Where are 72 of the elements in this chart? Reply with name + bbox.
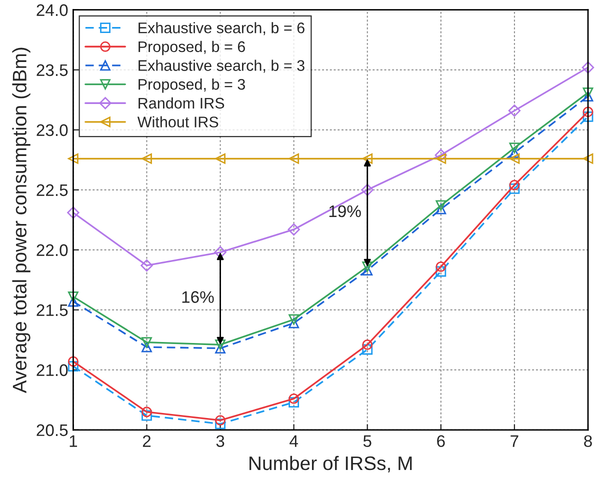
y-tick-label: 22.0	[36, 244, 68, 256]
y-tick-label: 21.5	[36, 304, 68, 316]
annotation: 19%	[329, 205, 361, 218]
point	[68, 153, 78, 164]
point	[215, 339, 226, 350]
point	[288, 153, 300, 164]
point	[509, 153, 520, 164]
point	[362, 265, 373, 276]
point	[288, 223, 300, 236]
point	[436, 200, 446, 211]
point	[509, 180, 520, 190]
point	[142, 337, 152, 348]
point	[582, 111, 594, 122]
y-tick-label: 23.0	[36, 124, 68, 136]
point	[582, 153, 594, 164]
point	[582, 91, 594, 102]
point	[361, 184, 374, 196]
point	[582, 87, 594, 98]
point	[436, 153, 446, 164]
point	[215, 415, 226, 426]
point	[434, 148, 448, 162]
x-tick-label: 4	[290, 435, 298, 447]
point	[509, 142, 520, 154]
legend-label: Random IRS	[138, 97, 224, 109]
x-tick-label: 6	[437, 435, 445, 447]
y-axis-title: Average total power consumption (dBm)	[12, 48, 30, 394]
point	[142, 342, 152, 352]
point	[142, 153, 152, 164]
x-axis-title: Number of IRSs, M	[250, 456, 412, 472]
point	[288, 397, 300, 408]
y-tick-label: 20.5	[36, 424, 68, 436]
legend-label: Exhaustive search, b = 6	[138, 22, 304, 36]
point	[362, 153, 373, 164]
point	[436, 266, 446, 277]
x-tick-label: 8	[584, 435, 592, 447]
point	[362, 261, 373, 272]
point	[582, 106, 594, 118]
annotation: 16%	[182, 291, 214, 303]
x-tick-label: 7	[510, 435, 518, 447]
point	[288, 318, 300, 328]
point	[140, 259, 153, 272]
point	[362, 339, 373, 350]
point	[215, 418, 226, 430]
x-tick-label: 5	[363, 435, 372, 447]
y-tick-label: 22.5	[36, 184, 68, 196]
point	[288, 393, 300, 404]
point	[436, 261, 446, 272]
point	[68, 356, 78, 367]
point	[582, 61, 594, 74]
legend-label: Exhaustive search, b = 3	[138, 60, 304, 73]
point	[142, 410, 152, 421]
point	[215, 153, 226, 164]
point	[68, 361, 78, 372]
y-tick-label: 21.0	[36, 364, 68, 376]
point	[142, 406, 152, 418]
x-tick-label: 3	[216, 435, 224, 447]
point	[67, 206, 80, 219]
point	[215, 343, 226, 354]
point	[509, 147, 520, 158]
point	[288, 314, 300, 325]
x-tick-label: 2	[142, 435, 151, 447]
x-tick-label: 1	[70, 435, 78, 447]
y-tick-label: 23.5	[36, 64, 68, 76]
point	[68, 291, 78, 302]
y-tick-label: 24.0	[36, 4, 68, 16]
point	[509, 183, 520, 194]
legend-label: Proposed, b = 6	[138, 40, 245, 56]
point	[436, 204, 446, 214]
legend-label: Proposed, b = 3	[138, 78, 245, 93]
point	[508, 104, 521, 117]
legend-label: Without IRS	[137, 116, 218, 128]
point	[362, 344, 373, 355]
